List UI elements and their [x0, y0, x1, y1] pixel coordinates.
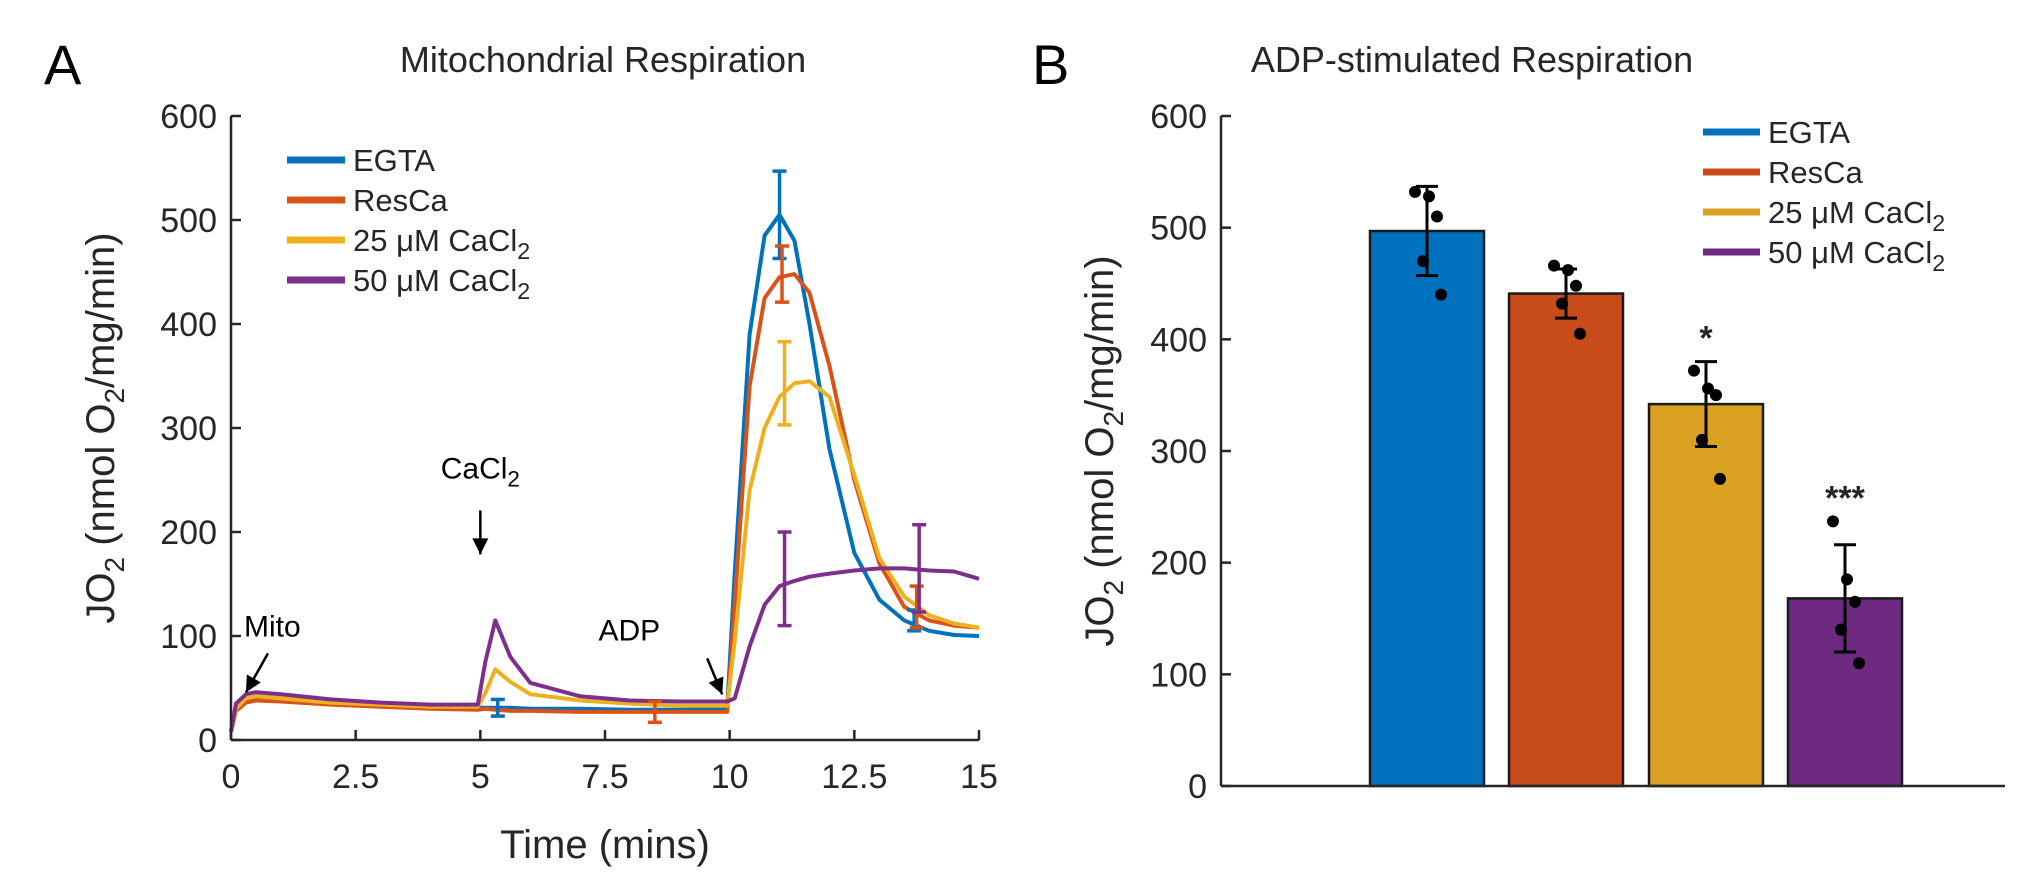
chart-a-y-label: JO2 (nmol O2/mg/min)	[79, 232, 130, 623]
chart-a-series-line-3	[229, 566, 980, 733]
chart-a-x-tick-label: 15	[960, 758, 998, 796]
chart-b-data-point	[1423, 190, 1435, 203]
chart-b-bar-2	[1647, 402, 1765, 788]
chart-a-annotation-arrowhead	[472, 538, 489, 555]
chart-a-y-tick-label: 300	[160, 410, 217, 448]
chart-b-data-point	[1548, 259, 1560, 272]
panel-label-b: B	[1032, 33, 1069, 96]
chart-b-data-point	[1417, 255, 1429, 268]
chart-b-legend-entry: ResCa	[1768, 155, 1864, 190]
chart-b-y-tick-label: 300	[1150, 433, 1207, 471]
chart-a-annotation-adp: ADP	[598, 614, 660, 647]
chart-a-y-tick-label: 400	[160, 306, 217, 344]
chart-b-legend-entry: 25 μM CaCl2	[1768, 195, 1945, 236]
chart-b-legend-entry: 50 μM CaCl2	[1768, 235, 1945, 276]
chart-a-x-tick-label: 5	[471, 758, 490, 796]
chart-b-y-tick-label: 500	[1150, 210, 1207, 248]
chart-b-data-point	[1574, 327, 1586, 340]
chart-b-y-label: JO2 (nmol O2/mg/min)	[1078, 255, 1129, 646]
chart-a-legend-entry: 50 μM CaCl2	[353, 263, 530, 304]
chart-b-data-point	[1570, 279, 1582, 292]
chart-b-significance-marker: *	[1699, 320, 1713, 358]
chart-b-data-point	[1556, 297, 1568, 310]
chart-b-data-point	[1853, 657, 1865, 670]
chart-b-bar-0	[1368, 229, 1486, 788]
chart-a-y-tick-label: 500	[160, 202, 217, 240]
chart-b-data-point	[1702, 382, 1714, 395]
chart-a-series-line-1	[229, 272, 980, 733]
chart-a-x-tick-label: 10	[711, 758, 749, 796]
chart-b-data-point	[1435, 288, 1447, 301]
chart-b-data-point	[1409, 185, 1421, 198]
chart-a-y-tick-label: 600	[160, 98, 217, 136]
chart-b-y-tick-label: 400	[1150, 321, 1207, 359]
chart-b-data-points	[1409, 185, 1865, 670]
chart-a-x-label: Time (mins)	[500, 823, 710, 867]
chart-b-bar-1	[1507, 292, 1625, 788]
chart-b-y-tick-label: 100	[1150, 656, 1207, 694]
chart-a-annotation-mito: Mito	[244, 610, 301, 643]
chart-b-legend-entry: EGTA	[1768, 115, 1850, 150]
chart-a-x-tick-label: 2.5	[332, 758, 379, 796]
chart-b-y-tick-label: 200	[1150, 545, 1207, 583]
chart-b-data-point	[1827, 515, 1839, 528]
chart-b-significance: ****	[1699, 320, 1865, 518]
chart-b-data-point	[1849, 595, 1861, 608]
chart-b-y-tick-label: 0	[1188, 768, 1207, 806]
chart-a-annotation-arrowhead	[708, 676, 724, 695]
chart-a-series-line-0	[229, 212, 980, 733]
chart-a-x-tick-label: 12.5	[821, 758, 887, 796]
chart-a-y-tick-label: 0	[198, 722, 217, 760]
chart-b-data-point	[1835, 623, 1847, 636]
panel-b-bar-chart: ADP-stimulated Respiration **** 01002003…	[1078, 39, 2005, 806]
chart-b-data-point	[1841, 573, 1853, 586]
panel-label-a: A	[44, 33, 82, 96]
chart-a-annotation-arrowhead	[245, 674, 261, 693]
chart-b-data-point	[1714, 472, 1726, 485]
chart-b-title: ADP-stimulated Respiration	[1251, 39, 1693, 80]
chart-a-series-group	[229, 212, 980, 733]
chart-b-data-point	[1688, 364, 1700, 377]
panel-a-line-chart: Mitochondrial Respiration 01002003004005…	[79, 39, 998, 867]
chart-b-data-point	[1710, 389, 1722, 402]
chart-b-data-point	[1696, 433, 1708, 446]
chart-b-data-point	[1562, 264, 1574, 277]
chart-a-x-tick-label: 7.5	[581, 758, 628, 796]
chart-b-bars	[1368, 229, 1904, 788]
chart-b-data-point	[1431, 210, 1443, 223]
chart-a-legend-entry: 25 μM CaCl2	[353, 223, 530, 264]
chart-a-legend-entry: EGTA	[353, 143, 435, 178]
chart-a-annotations: Mito CaCl2 ADP	[244, 452, 724, 695]
chart-a-legend-entry: ResCa	[353, 183, 449, 218]
chart-a-y-tick-label: 200	[160, 514, 217, 552]
chart-a-series-line-2	[229, 379, 980, 733]
chart-a-y-tick-label: 100	[160, 618, 217, 656]
chart-b-y-tick-label: 600	[1150, 98, 1207, 136]
chart-a-error-bars	[490, 169, 927, 725]
chart-a-title: Mitochondrial Respiration	[400, 39, 806, 80]
chart-a-annotation-cacl: CaCl2	[441, 452, 520, 491]
chart-b-significance-marker: ***	[1825, 479, 1865, 517]
chart-a-x-tick-label: 0	[222, 758, 241, 796]
